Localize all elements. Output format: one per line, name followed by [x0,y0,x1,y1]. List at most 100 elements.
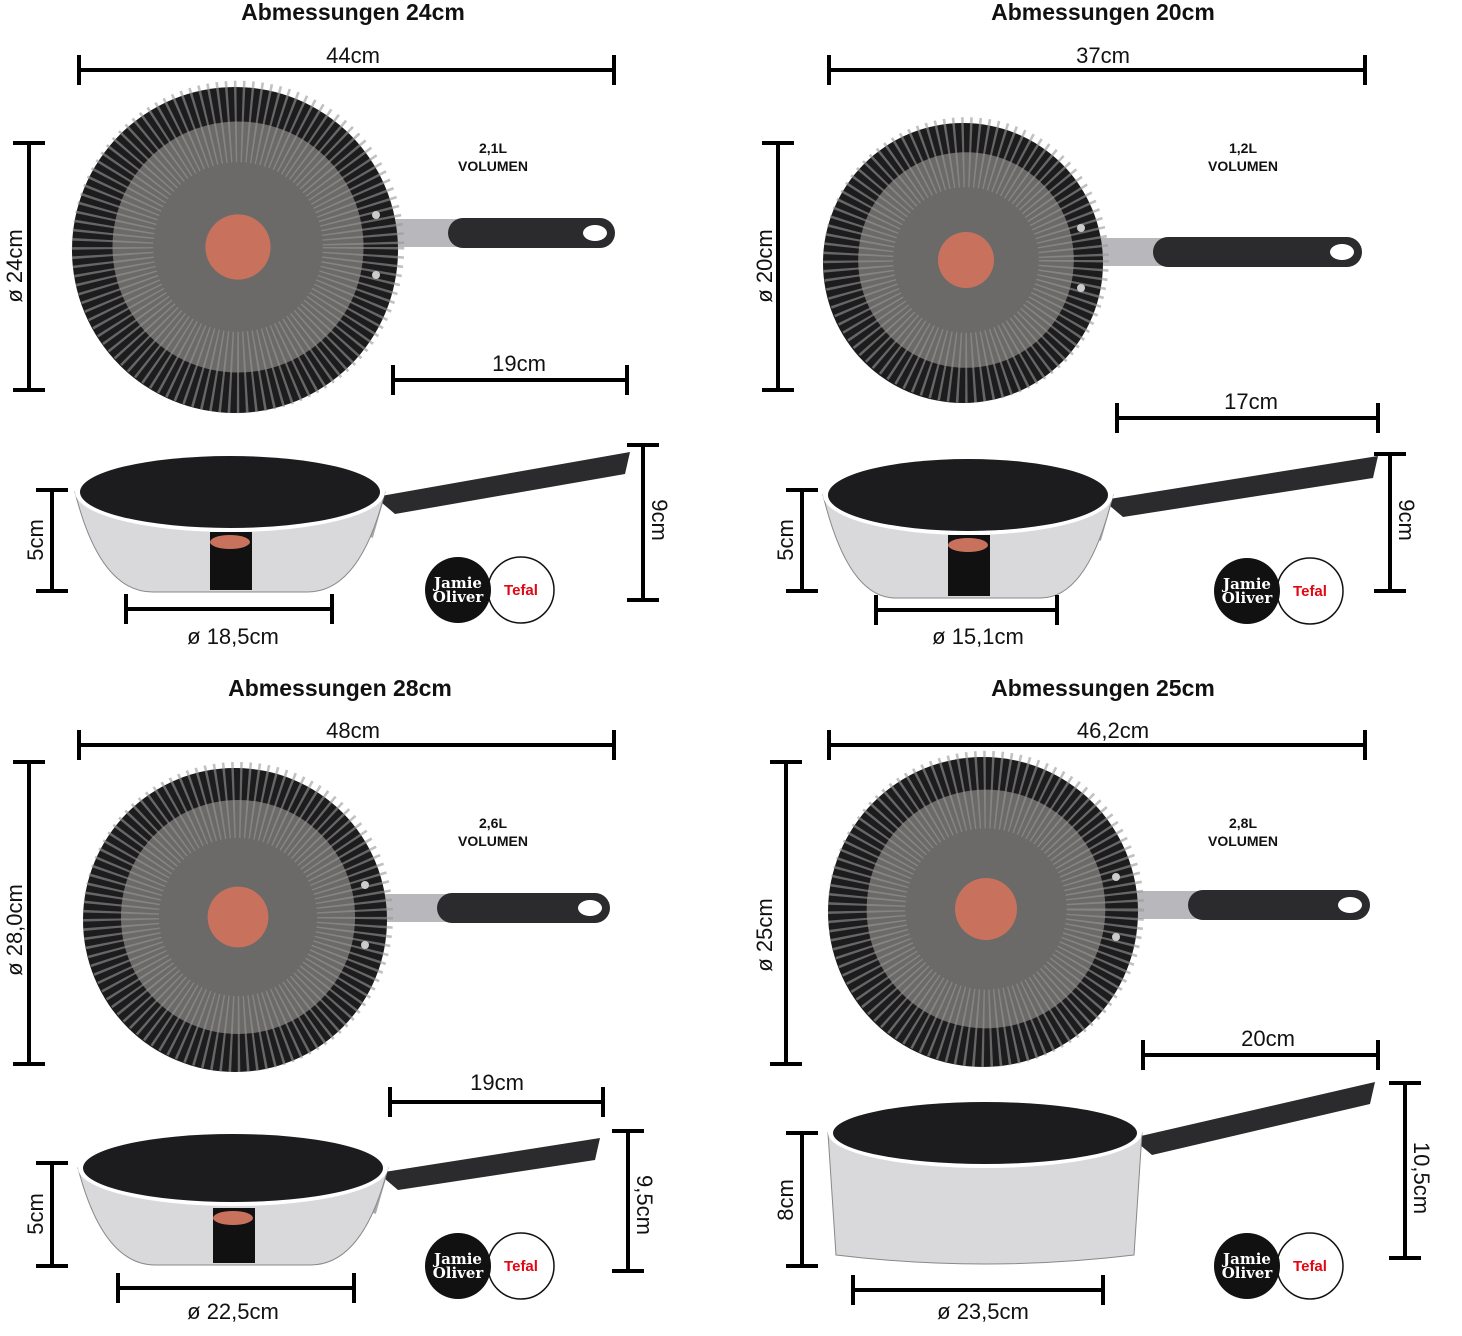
thermo-spot [213,1211,253,1225]
rivet [1077,224,1085,232]
diameter-label: ø 20cm [752,229,777,302]
pan-interior [833,1102,1137,1164]
thermo-spot [207,886,269,948]
pan-side-view [822,455,1378,599]
handle [437,893,610,923]
rivet [361,941,369,949]
jamie-oliver-logo-text: Oliver [433,588,485,606]
pan-side-view [77,1130,600,1266]
jamie-oliver-logo-text: Jamie [1221,1250,1271,1268]
pan-steel-body [827,1132,1143,1265]
handle-dimension [391,365,629,395]
jamie-oliver-logo-text: Oliver [1222,589,1274,607]
length-label: 44cm [326,43,380,68]
diameter-label: ø 24cm [2,229,27,302]
handle-dimension [1141,1040,1380,1070]
handle-length-label: 19cm [470,1070,524,1095]
handle-length-label: 20cm [1241,1026,1295,1051]
total-height-label: 9cm [647,499,672,541]
thermo-spot [210,535,250,549]
volume-label: VOLUMEN [1208,833,1278,849]
handle-length-label: 17cm [1224,389,1278,414]
rivet [361,881,369,889]
diameter-dimension [770,760,802,1066]
handle [1132,1082,1375,1155]
volume-label: VOLUMEN [458,158,528,174]
thermo-spot [205,214,271,280]
side-height-dimension [36,1161,68,1268]
length-label: 48cm [326,718,380,743]
dot-texture [827,750,1145,1068]
base-diameter-label: ø 15,1cm [932,624,1024,649]
base-dimension [124,594,334,624]
side-height-dimension [36,488,68,593]
panel-2: Abmessungen 20cm 37cm ø 20cm 1,2L VOLUMEN 17c… [752,0,1419,649]
side-height-dimension [786,1131,818,1268]
pan-interior [83,1134,383,1202]
jamie-oliver-logo-text: Jamie [432,1250,482,1268]
handle [1188,890,1370,920]
handle-hole [1330,244,1354,260]
volume-value: 1,2L [1229,140,1257,156]
thermo-spot [938,232,994,288]
volume-label: VOLUMEN [1208,158,1278,174]
diameter-dimension [13,141,45,392]
tefal-logo-text: Tefal [1293,583,1327,600]
rivet [1112,933,1120,941]
rivet [372,271,380,279]
dot-texture [823,117,1109,403]
handle [1103,456,1378,517]
base-dimension [874,595,1059,625]
volume-value: 2,8L [1229,815,1257,831]
total-height-dimension [1374,452,1406,593]
rivet [1112,873,1120,881]
pan-top-view [827,750,1370,1068]
base-diameter-label: ø 22,5cm [187,1299,279,1324]
handle [1153,237,1362,267]
panel-4: Abmessungen 25cm 46,2cm ø 25cm 2,8L VOLUMEN 2… [752,675,1434,1324]
thermo-spot [948,538,988,552]
diameter-dimension [762,141,794,392]
total-height-dimension [612,1129,644,1273]
jamie-oliver-logo-text: Jamie [1221,575,1271,593]
tefal-logo-text: Tefal [504,582,538,599]
side-height-label: 5cm [23,519,48,561]
volume-value: 2,1L [479,140,507,156]
side-height-label: 5cm [773,519,798,561]
length-label: 37cm [1076,43,1130,68]
total-height-label: 9cm [1394,499,1419,541]
panel-title: Abmessungen 20cm [991,0,1215,25]
length-dimension [77,55,616,85]
base-diameter-label: ø 23,5cm [937,1299,1029,1324]
side-height-label: 5cm [23,1193,48,1235]
total-height-dimension [1389,1081,1421,1260]
diameter-label: ø 28,0cm [2,884,27,976]
pan-interior [828,459,1108,531]
total-height-dimension [627,443,659,602]
tefal-logo-text: Tefal [504,1258,538,1275]
diameter-label: ø 25cm [752,898,777,971]
handle-hole [583,225,607,241]
pan-interior [80,456,380,528]
jamie-oliver-logo-text: Oliver [433,1264,485,1282]
tefal-logo-text: Tefal [1293,1258,1327,1275]
side-height-label: 8cm [773,1179,798,1221]
dot-texture [82,761,394,1073]
handle-length-label: 19cm [492,351,546,376]
side-height-dimension [786,488,818,593]
total-height-label: 9,5cm [632,1175,657,1235]
handle-hole [578,900,602,916]
base-diameter-label: ø 18,5cm [187,624,279,649]
panel-title: Abmessungen 28cm [228,675,452,701]
handle [378,1138,600,1190]
handle [375,452,630,514]
pan-side-view [74,452,630,593]
jamie-oliver-logo-circle [425,1233,491,1299]
jamie-oliver-logo-circle [1214,1233,1280,1299]
base-dimension [851,1275,1105,1305]
jamie-oliver-logo-circle [425,557,491,623]
